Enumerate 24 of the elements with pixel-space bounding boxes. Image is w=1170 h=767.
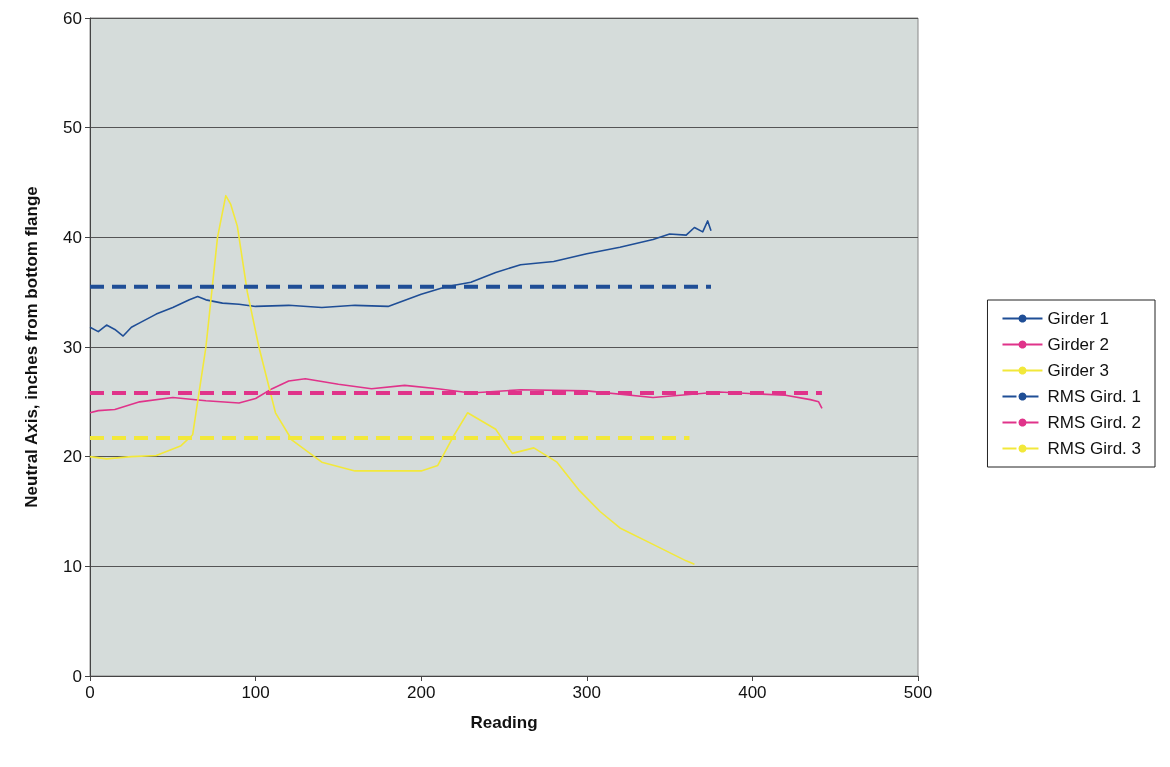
y-tick-label: 10: [63, 556, 82, 576]
legend-label: RMS Gird. 1: [1047, 387, 1142, 406]
legend-label: RMS Gird. 3: [1047, 439, 1142, 458]
y-tick-label: 0: [72, 666, 82, 686]
line-series: [89, 220, 712, 337]
x-tick-label: 400: [738, 683, 767, 702]
x-tick-label: 300: [572, 683, 601, 702]
y-axis-title: Neutral Axis, inches from bottom flange: [22, 186, 41, 508]
x-axis-title: Reading: [470, 713, 538, 732]
x-tick-label: 500: [903, 683, 933, 702]
legend-label: Girder 3: [1047, 361, 1109, 380]
legend-label: Girder 2: [1047, 335, 1109, 354]
line-series: [89, 194, 696, 565]
x-tick-label: 0: [85, 683, 95, 702]
y-tick-label: 30: [63, 337, 82, 357]
line-series: [89, 378, 823, 414]
y-tick-label: 60: [63, 8, 82, 28]
y-tick-label: 40: [63, 227, 82, 247]
legend-label: RMS Gird. 2: [1047, 413, 1142, 432]
legend-label: Girder 1: [1047, 309, 1109, 328]
x-tick-label: 200: [407, 683, 436, 702]
y-tick-label: 50: [63, 118, 82, 138]
x-tick-label: 100: [241, 683, 270, 702]
y-tick-label: 20: [63, 447, 82, 467]
